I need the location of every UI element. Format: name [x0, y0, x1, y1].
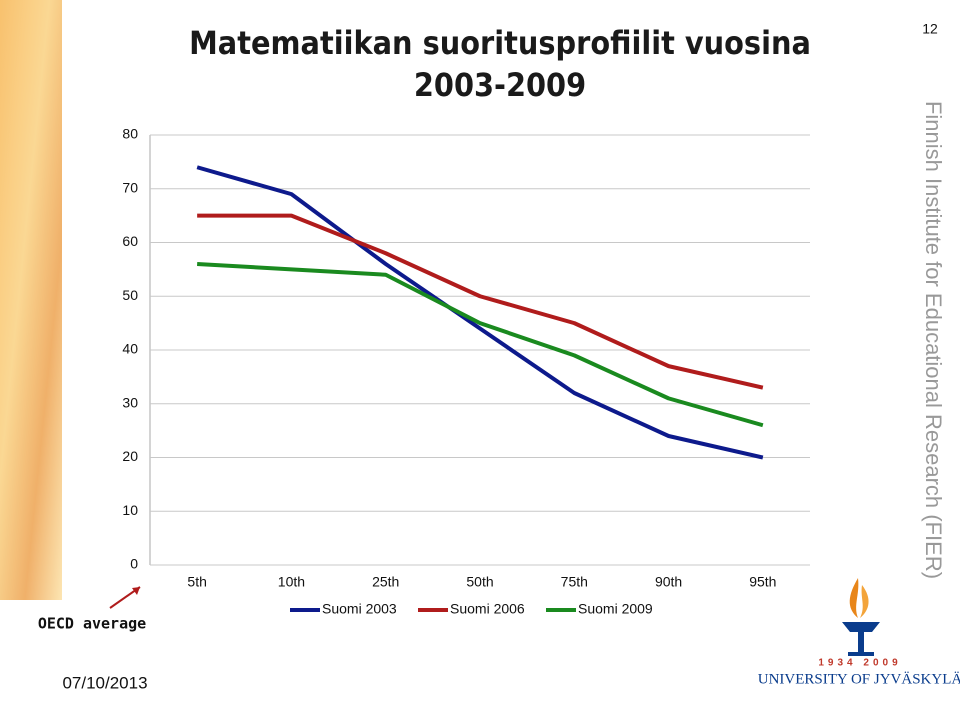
page-number: 12 [922, 21, 938, 37]
x-tick-label: 25th [372, 574, 399, 590]
y-tick-label: 80 [122, 126, 138, 142]
x-tick-label: 90th [655, 574, 682, 590]
y-tick-label: 10 [122, 502, 138, 518]
background-leaf-fade [0, 0, 62, 600]
x-tick-label: 5th [187, 574, 206, 590]
side-text: Finnish Institute for Educational Resear… [921, 101, 946, 579]
logo-name: UNIVERSITY OF JYVÄSKYLÄ [758, 670, 960, 687]
x-tick-label: 50th [466, 574, 493, 590]
x-tick-label: 10th [278, 574, 305, 590]
y-tick-label: 0 [130, 556, 138, 572]
legend-label: Suomi 2006 [450, 601, 525, 617]
background-leaf [0, 0, 62, 600]
y-tick-label: 70 [122, 179, 138, 195]
y-tick-label: 30 [122, 394, 138, 410]
y-tick-label: 50 [122, 287, 138, 303]
logo [842, 578, 880, 656]
logo-years: 1934 2009 [818, 658, 901, 669]
line-series [196, 165, 764, 460]
x-tick-label: 95th [749, 574, 776, 590]
legend-label: Suomi 2009 [578, 601, 653, 617]
chart-title: Matematiikan suoritusprofiilit vuosina 2… [189, 24, 811, 104]
y-tick-label: 40 [122, 341, 138, 357]
date: 07/10/2013 [62, 673, 147, 692]
annotation-arrowhead [132, 587, 140, 595]
annotation: OECD average [38, 615, 146, 633]
line-series [197, 213, 764, 390]
x-tick-label: 75th [561, 574, 588, 590]
y-tick-label: 60 [122, 233, 138, 249]
y-tick-label: 20 [122, 448, 138, 464]
legend-label: Suomi 2003 [322, 601, 397, 617]
line-series [197, 262, 764, 428]
